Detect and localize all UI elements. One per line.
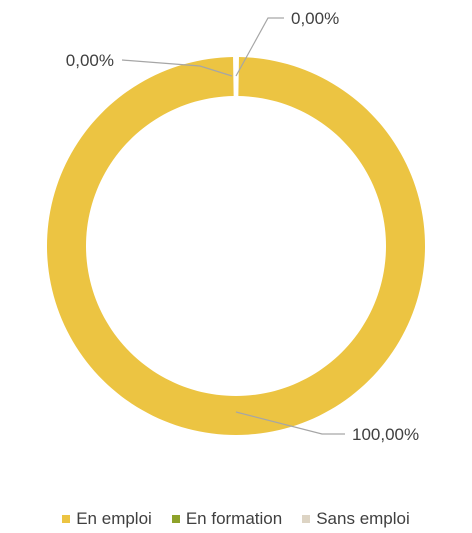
legend-label: En formation: [185, 509, 283, 528]
leader-line-sans-emploi: [235, 17, 284, 77]
legend-swatch: [171, 515, 180, 523]
slices-group: [47, 57, 426, 436]
leader-lines-group: [121, 17, 345, 435]
legend-label: En emploi: [76, 509, 152, 528]
legend-item-sans-emploi[interactable]: Sans emploi: [302, 508, 410, 530]
data-labels-group: 100,00% 0,00% 0,00%: [66, 9, 419, 444]
legend: En emploi En formation Sans emploi: [0, 508, 472, 530]
legend-swatch: [302, 515, 311, 523]
legend-item-en-formation[interactable]: En formation: [171, 508, 283, 530]
data-label-en-formation: 0,00%: [66, 51, 114, 70]
leader-line-en-emploi: [235, 411, 345, 435]
legend-label: Sans emploi: [316, 509, 410, 528]
leader-line-en-formation: [121, 59, 233, 77]
data-label-en-emploi: 100,00%: [352, 425, 419, 444]
data-label-sans-emploi: 0,00%: [291, 9, 339, 28]
legend-swatch: [62, 515, 71, 523]
legend-item-en-emploi[interactable]: En emploi: [62, 508, 152, 530]
slice-en-emploi[interactable]: [47, 57, 426, 436]
